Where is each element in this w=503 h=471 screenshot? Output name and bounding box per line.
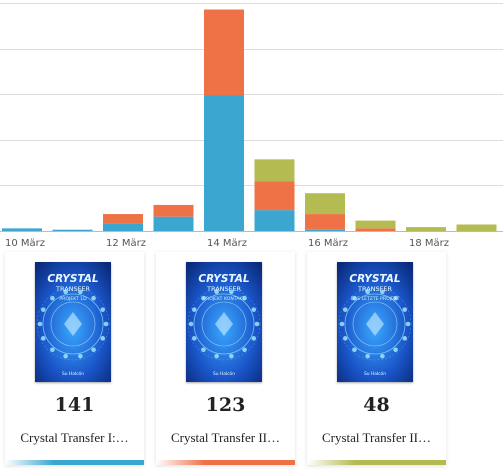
svg-text:TRANSFER: TRANSFER <box>206 285 242 293</box>
bar-segment[interactable] <box>254 181 295 211</box>
svg-text:Su Halcón: Su Halcón <box>213 370 235 377</box>
daily-sales-chart: 10 März 12 März 14 März 16 März 18 März <box>0 3 503 249</box>
bar-segment[interactable] <box>254 210 295 231</box>
book-title[interactable]: Crystal Transfer II… <box>170 430 281 445</box>
bar-segment[interactable] <box>2 228 42 231</box>
book-cover-image[interactable]: CRYSTAL TRANSFER PROJEKT KONTAKT Su Halcón <box>186 262 262 382</box>
book-card[interactable]: CRYSTAL TRANSFER PROJEKT 1D Su Halcón 141 Cry… <box>5 252 144 465</box>
x-tick-label: 18 März <box>409 238 449 249</box>
svg-text:PROJEKT KONTAKT: PROJEKT KONTAKT <box>203 296 245 302</box>
book-cover-image[interactable]: CRYSTAL TRANSFER DAS LETZTE PROJEKT Su Halc… <box>337 262 413 382</box>
bar-segment[interactable] <box>204 9 244 96</box>
bar-segment[interactable] <box>153 204 194 217</box>
book-title[interactable]: Crystal Transfer II… <box>321 430 432 445</box>
x-axis-tick-labels: 10 März 12 März 14 März 16 März 18 März <box>5 238 449 249</box>
bar-segment[interactable] <box>52 229 93 231</box>
bar-segment[interactable] <box>204 95 244 231</box>
bar-segment[interactable] <box>103 223 143 231</box>
chart-gridlines <box>0 3 503 186</box>
svg-text:CRYSTAL: CRYSTAL <box>198 273 249 285</box>
series-color-bar <box>307 460 446 465</box>
series-color-bar <box>156 460 295 465</box>
x-tick-label: 10 März <box>5 238 45 249</box>
book-card[interactable]: CRYSTAL TRANSFER PROJEKT KONTAKT Su Halcón 1… <box>156 252 295 465</box>
book-cover-image[interactable]: CRYSTAL TRANSFER PROJEKT 1D Su Halcón <box>35 262 111 382</box>
svg-text:TRANSFER: TRANSFER <box>357 285 393 293</box>
sales-count: 123 <box>205 394 246 416</box>
bar-segment[interactable] <box>456 224 497 231</box>
svg-text:DAS LETZTE PROJEKT: DAS LETZTE PROJEKT <box>351 296 400 302</box>
x-tick-label: 14 März <box>207 238 247 249</box>
svg-text:TRANSFER: TRANSFER <box>55 285 91 293</box>
bar-segment[interactable] <box>153 216 194 231</box>
svg-text:Su Halcón: Su Halcón <box>62 370 84 377</box>
svg-text:Su Halcón: Su Halcón <box>364 370 386 377</box>
book-card[interactable]: CRYSTAL TRANSFER DAS LETZTE PROJEKT Su Halc… <box>307 252 446 465</box>
bar-segment[interactable] <box>355 228 396 231</box>
bar-segment[interactable] <box>254 159 295 182</box>
svg-text:CRYSTAL: CRYSTAL <box>47 273 98 285</box>
bar-segment[interactable] <box>305 214 345 230</box>
svg-text:PROJEKT 1D: PROJEKT 1D <box>59 296 87 302</box>
sales-count: 48 <box>363 394 390 416</box>
bar-segment[interactable] <box>305 229 345 231</box>
series-color-bar <box>5 460 144 465</box>
svg-text:CRYSTAL: CRYSTAL <box>349 273 400 285</box>
bar-segment[interactable] <box>103 214 143 224</box>
bar-segment[interactable] <box>406 227 446 231</box>
x-tick-label: 12 März <box>106 238 146 249</box>
x-tick-label: 16 März <box>308 238 348 249</box>
bar-segment[interactable] <box>355 220 396 229</box>
book-title[interactable]: Crystal Transfer I:… <box>20 430 129 445</box>
chart-bars <box>2 9 497 231</box>
bar-segment[interactable] <box>305 193 345 215</box>
sales-count: 141 <box>54 394 95 416</box>
